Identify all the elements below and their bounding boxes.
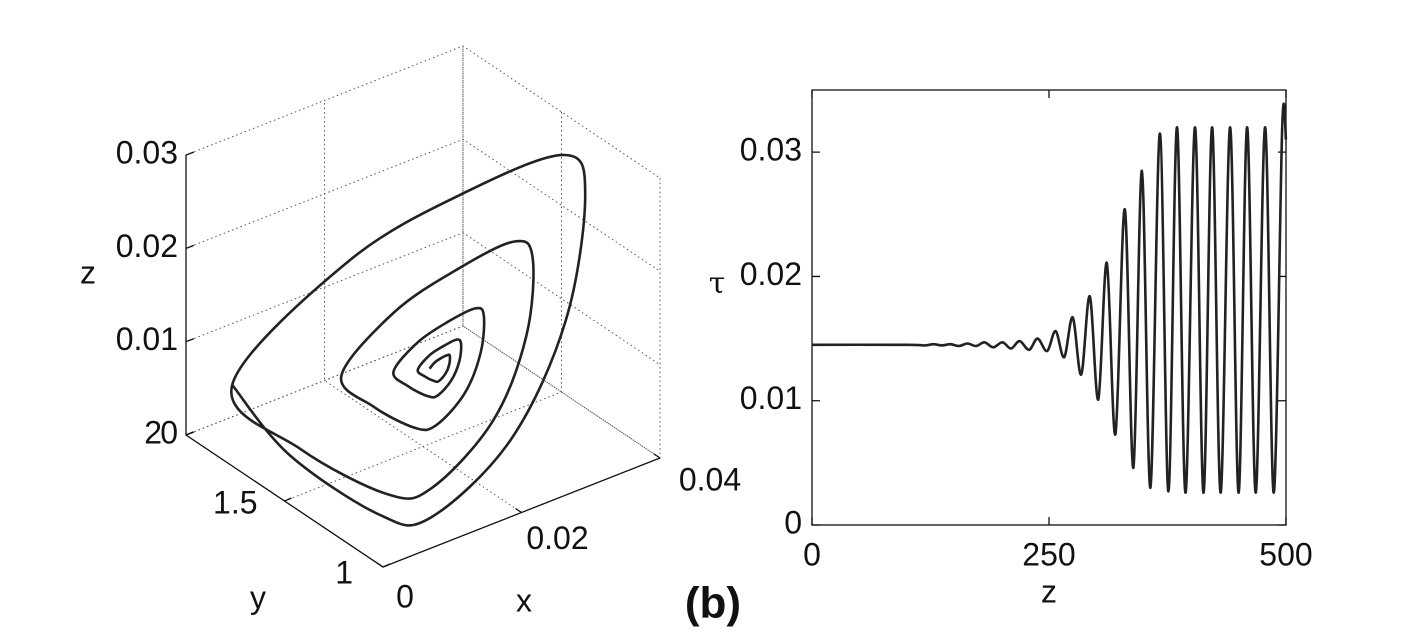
z-tick [185, 244, 195, 249]
y-tick [284, 497, 292, 502]
y-tick-label: 0.01 [740, 380, 802, 416]
x-tick-label: 250 [1022, 536, 1075, 572]
z-axis-label: z [80, 254, 96, 290]
x-axis-label: z [1041, 573, 1057, 609]
plot-frame [811, 89, 1287, 526]
y-tick-label: 0 [784, 504, 802, 540]
x-tick-label: 0 [396, 578, 414, 614]
x-tick-label: 500 [1259, 536, 1312, 572]
grid-line [185, 46, 464, 436]
grid-line [185, 45, 661, 179]
x-tick-label: 0.02 [526, 520, 588, 556]
x-axis-label: x [516, 582, 532, 618]
panel-label: (b) [685, 579, 741, 628]
grid-line [284, 112, 562, 502]
y-tick-label: 2 [144, 414, 162, 450]
x-tick-label: 0.04 [679, 461, 741, 497]
y-tick-label: 0.03 [740, 132, 802, 168]
z-tick-label: 0.03 [116, 134, 178, 170]
grid-line [382, 178, 661, 568]
y-tick-label: 1 [335, 554, 353, 590]
y-tick [185, 431, 194, 436]
grid-line [462, 46, 661, 459]
series-line [811, 102, 1288, 494]
x-tick [515, 507, 522, 514]
z-tick-label: 0.02 [116, 228, 178, 264]
y-tick-label: 1.5 [213, 484, 257, 520]
x-tick-label: 0 [803, 536, 821, 572]
grid-line [185, 232, 661, 366]
x-tick [653, 453, 661, 459]
z-tick-label: 0.01 [116, 321, 178, 357]
y-axis-label: y [250, 579, 266, 615]
y-axis-label: τ [709, 266, 726, 301]
z-tick [185, 151, 195, 156]
grid-line [324, 100, 522, 513]
axis-line [185, 155, 661, 568]
trajectory [230, 153, 587, 527]
y-tick-label: 0.02 [740, 256, 802, 292]
z-tick-label: 0 [160, 414, 178, 450]
z-tick [185, 338, 195, 343]
grid-line [185, 138, 661, 272]
